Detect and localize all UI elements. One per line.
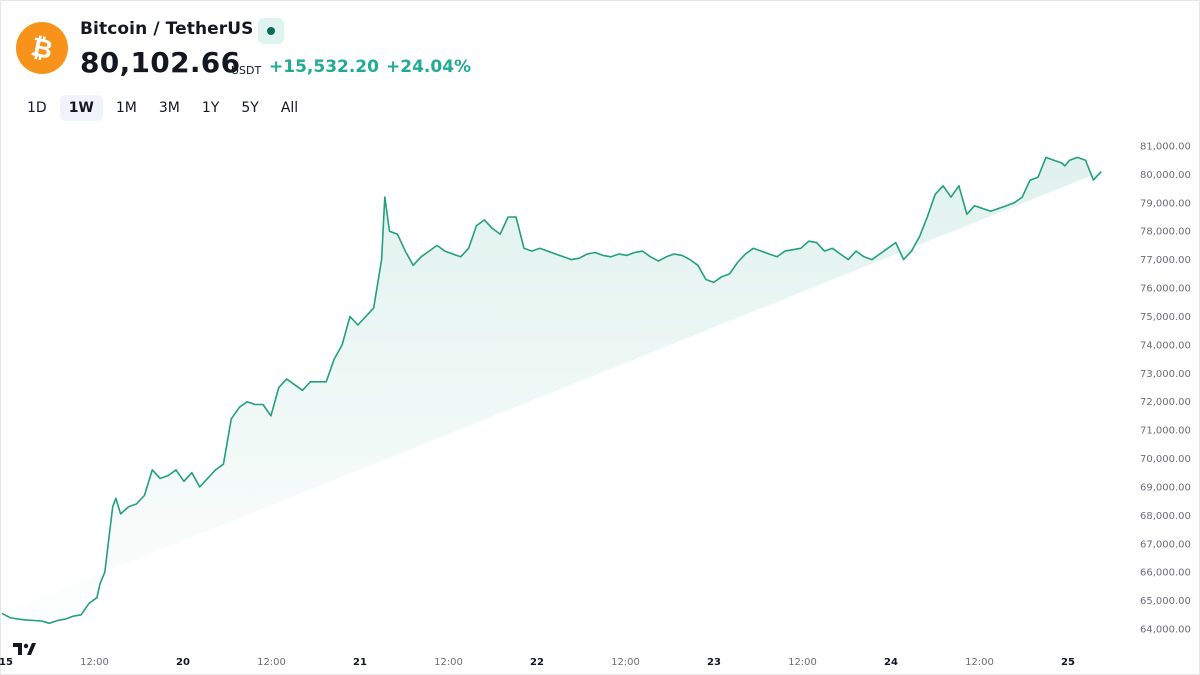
price-change-percent: +24.04% bbox=[386, 57, 472, 77]
x-tick-label: 12:00 bbox=[965, 657, 994, 668]
y-axis: 81,000.00 80,000.00 79,000.00 78,000.00 77,0… bbox=[1140, 142, 1191, 636]
x-tick-label: 15 bbox=[0, 657, 13, 668]
y-tick-label: 68,000.00 bbox=[1140, 511, 1191, 522]
price-change-absolute: +15,532.20 bbox=[269, 57, 379, 77]
price-line-series bbox=[1, 156, 1102, 625]
current-price: 80,102.66 bbox=[80, 46, 241, 79]
range-tab-1w[interactable]: 1W bbox=[59, 95, 103, 121]
x-tick-label: 21 bbox=[353, 657, 367, 668]
x-tick-label: 20 bbox=[176, 657, 190, 668]
y-tick-label: 70,000.00 bbox=[1140, 454, 1191, 465]
price-area-fill bbox=[2, 157, 1102, 624]
y-tick-label: 72,000.00 bbox=[1140, 397, 1191, 408]
x-tick-label: 12:00 bbox=[80, 657, 109, 668]
range-tab-1m[interactable]: 1M bbox=[115, 100, 137, 116]
live-dot-icon bbox=[267, 27, 275, 35]
price-currency: USDT bbox=[231, 64, 262, 77]
range-tab-1y[interactable]: 1Y bbox=[201, 100, 220, 116]
x-tick-label: 23 bbox=[707, 657, 721, 668]
x-tick-label: 25 bbox=[1061, 657, 1075, 668]
x-tick-label: 12:00 bbox=[434, 657, 463, 668]
live-status-button[interactable] bbox=[258, 18, 284, 44]
y-tick-label: 65,000.00 bbox=[1140, 596, 1191, 607]
range-tab-all[interactable]: All bbox=[280, 100, 299, 116]
y-tick-label: 77,000.00 bbox=[1140, 255, 1191, 266]
time-range-tabs: 1D 1W 1M 3M 1Y 5Y All bbox=[18, 95, 307, 121]
y-tick-label: 66,000.00 bbox=[1140, 568, 1191, 579]
range-tab-3m[interactable]: 3M bbox=[158, 100, 180, 116]
y-tick-label: 81,000.00 bbox=[1140, 142, 1191, 153]
x-axis: 15 12:00 20 12:00 21 12:00 22 12:00 23 12:00 24 12:… bbox=[0, 657, 1075, 668]
x-tick-label: 12:00 bbox=[611, 657, 640, 668]
y-tick-label: 74,000.00 bbox=[1140, 340, 1191, 351]
x-tick-label: 12:00 bbox=[257, 657, 286, 668]
y-tick-label: 69,000.00 bbox=[1140, 482, 1191, 493]
x-tick-label: 24 bbox=[884, 657, 898, 668]
y-tick-label: 79,000.00 bbox=[1140, 198, 1191, 209]
range-tab-1d[interactable]: 1D bbox=[27, 100, 47, 116]
y-tick-label: 71,000.00 bbox=[1140, 426, 1191, 437]
y-tick-label: 80,000.00 bbox=[1140, 170, 1191, 181]
y-tick-label: 73,000.00 bbox=[1140, 369, 1191, 380]
x-tick-label: 22 bbox=[530, 657, 544, 668]
y-tick-label: 67,000.00 bbox=[1140, 539, 1191, 550]
y-tick-label: 78,000.00 bbox=[1140, 227, 1191, 238]
bitcoin-icon: ₿ bbox=[16, 22, 68, 74]
x-tick-label: 12:00 bbox=[788, 657, 817, 668]
y-tick-label: 64,000.00 bbox=[1140, 625, 1191, 636]
y-tick-label: 76,000.00 bbox=[1140, 284, 1191, 295]
range-tab-5y[interactable]: 5Y bbox=[241, 100, 259, 116]
pair-name: Bitcoin / TetherUS bbox=[80, 19, 254, 39]
y-tick-label: 75,000.00 bbox=[1140, 312, 1191, 323]
tradingview-icon[interactable] bbox=[12, 641, 36, 661]
